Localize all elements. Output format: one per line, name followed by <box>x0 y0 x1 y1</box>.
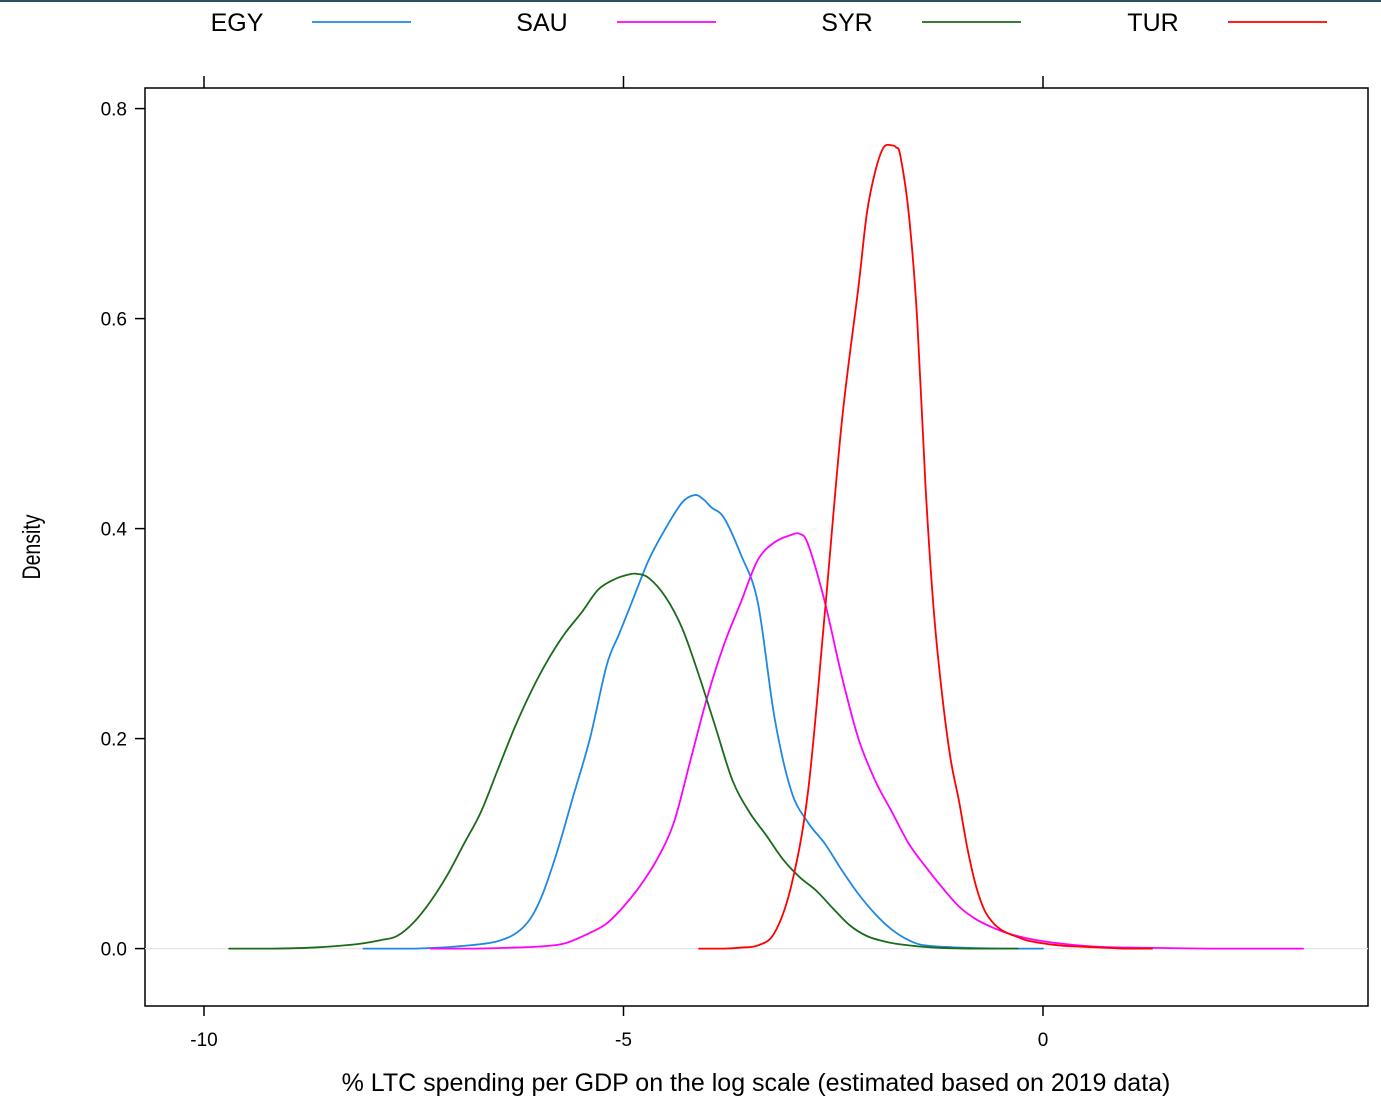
series-line-syr <box>228 572 1019 950</box>
x-tick-label: -10 <box>190 1030 217 1051</box>
y-axis: 0.0 0.2 0.4 0.6 0.8 <box>101 100 145 961</box>
y-axis-title: Density <box>18 514 46 580</box>
legend: EGY SAU SYR TUR <box>211 9 1327 37</box>
series-line-tur <box>698 143 1153 950</box>
series-layer <box>228 143 1304 950</box>
legend-item-egy: EGY <box>211 9 411 37</box>
legend-item-tur: TUR <box>1127 9 1327 37</box>
y-tick-label: 0.2 <box>101 730 127 751</box>
plot-frame <box>144 87 1369 1007</box>
top-border-strip <box>0 0 1381 2</box>
legend-label: SYR <box>821 9 872 37</box>
legend-item-syr: SYR <box>821 9 1021 37</box>
series-line-sau <box>429 532 1304 950</box>
x-axis-title: % LTC spending per GDP on the log scale … <box>342 1069 1171 1097</box>
y-tick-label: 0.0 <box>101 940 127 961</box>
y-tick-label: 0.4 <box>101 520 128 541</box>
y-tick-label: 0.6 <box>101 310 127 331</box>
legend-label: TUR <box>1127 9 1178 37</box>
y-tick-label: 0.8 <box>101 100 127 121</box>
series-line-egy <box>362 494 1044 950</box>
legend-label: SAU <box>516 9 567 37</box>
x-tick-label: -5 <box>615 1030 632 1051</box>
legend-label: EGY <box>211 9 264 37</box>
x-tick-label: 0 <box>1038 1030 1049 1051</box>
x-axis: -10 -5 0 <box>190 76 1048 1051</box>
legend-item-sau: SAU <box>516 9 716 37</box>
